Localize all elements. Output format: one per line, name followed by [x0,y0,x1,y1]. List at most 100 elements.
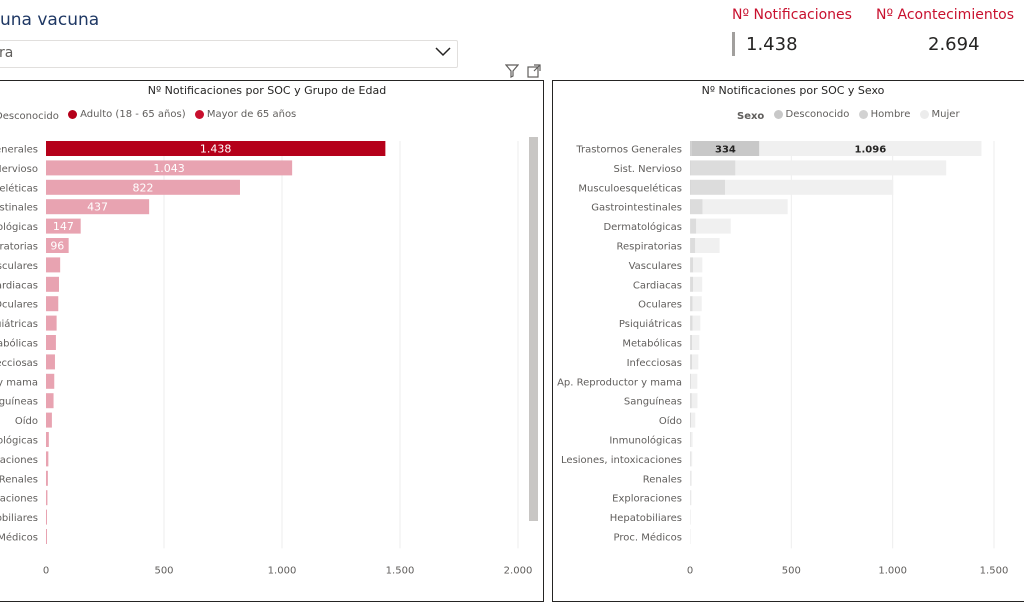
category-label: Oído [15,415,38,427]
bar-segment [690,374,691,389]
bar [46,393,54,408]
category-label: Dermatológicas [603,221,682,233]
x-tick-label: 0 [687,565,693,576]
bar-segment [690,393,692,408]
bar-segment [691,180,725,195]
category-label: uiátricas [0,318,38,330]
kpi-acontecimientos-label: Nº Acontecimientos [876,7,1014,23]
bar-segment [692,354,698,369]
category-label: Renales [643,474,682,485]
category-label: Generales [0,145,38,156]
x-tick-label: 500 [154,565,173,576]
category-label: Inmunológicas [609,435,682,447]
kpi-acontecimientos-value: 2.694 [928,34,980,55]
category-label: Respiratorias [617,242,683,253]
bar [46,471,48,486]
bar [46,335,56,350]
category-label: Renales [0,474,38,485]
data-label: 334 [715,145,736,156]
category-label: Ap. Reproductor y mama [557,377,682,388]
data-label: 147 [53,220,74,233]
category-label: anguíneas [0,396,38,408]
category-label: Metabólicas [622,338,682,350]
vaccine-dropdown[interactable]: ra [0,40,458,68]
bar-segment [690,413,691,428]
bar [46,354,55,369]
bar-segment [690,257,693,272]
bar-segment [725,180,893,195]
bar-segment [690,277,693,292]
bar [46,432,49,447]
bar [46,257,60,272]
bar [46,490,47,505]
category-label: obiliares [0,513,38,524]
bar-segment [691,432,693,447]
bar-segment [695,238,719,253]
category-label: Exploraciones [612,494,682,505]
category-label: Oculares [0,300,38,311]
category-label: Cardiacas [633,280,682,291]
bar-segment [693,257,702,272]
x-tick-label: 0 [43,565,49,576]
x-tick-label: 1.000 [268,565,297,576]
category-label: ológicas [0,221,38,233]
bar-segment [690,451,691,466]
category-label: Hepatobiliares [610,513,682,524]
category-label: Sist. Nervioso [613,164,682,175]
data-label: 1.438 [200,143,232,156]
category-label: Oído [659,415,682,427]
bar-segment [690,160,691,175]
category-label: ecciosas [0,358,38,369]
bar-segment [690,219,696,234]
category-label: Proc. Médicos [614,532,682,544]
bar-segment [690,335,692,350]
bar-segment [692,393,698,408]
bar [46,413,52,428]
chart-edad-panel: Nº Notificaciones por SOC y Grupo de Eda… [0,80,544,602]
bar-segment [690,471,691,486]
bar [46,529,47,544]
chevron-down-icon[interactable] [433,43,453,63]
category-label: y mama [0,377,38,388]
x-tick-label: 2.000 [504,565,533,576]
category-label: Psiquiátricas [619,318,682,330]
bar [46,296,58,311]
bar-segment [696,219,730,234]
category-label: Infecciosas [627,358,682,369]
bar-segment [693,296,702,311]
category-label: ardiacas [0,280,38,291]
category-label: Oculares [638,300,682,311]
category-label: Musculoesqueléticas [578,182,682,194]
chart-sexo-panel: Nº Notificaciones por SOC y Sexo Sexo De… [552,80,1024,602]
data-label: 1.096 [855,145,887,156]
category-label: icaciones [0,455,38,466]
bar-segment [690,490,691,505]
category-label: Gastrointestinales [591,203,682,214]
category-label: queléticas [0,182,38,194]
slicer-title: una vacuna [0,10,99,30]
x-tick-label: 500 [782,565,801,576]
bar-segment [691,374,697,389]
bar-segment [735,160,946,175]
data-label: 437 [87,201,108,214]
kpi-accent-bar [732,32,735,56]
bar-segment [690,141,692,156]
category-label: estinales [0,203,38,214]
vaccine-dropdown-value: ra [0,45,13,61]
bar-segment [691,413,695,428]
category-label: piratorias [0,242,38,253]
scrollbar-thumb[interactable] [529,137,538,521]
bar [46,374,54,389]
bar [46,277,59,292]
category-label: Nervioso [0,164,38,175]
chart-edad-svg: 0 500 1.000 1.500 2.000 Generales 1.438 Nervios… [0,81,543,581]
bar-segment [690,180,691,195]
category-label: Médicos [0,532,38,544]
bar-segment [690,199,702,214]
data-label: 822 [132,181,153,194]
x-tick-label: 1.500 [386,565,415,576]
bar-segment [690,432,691,447]
data-label: 1.043 [153,162,185,175]
bar-segment [692,335,699,350]
